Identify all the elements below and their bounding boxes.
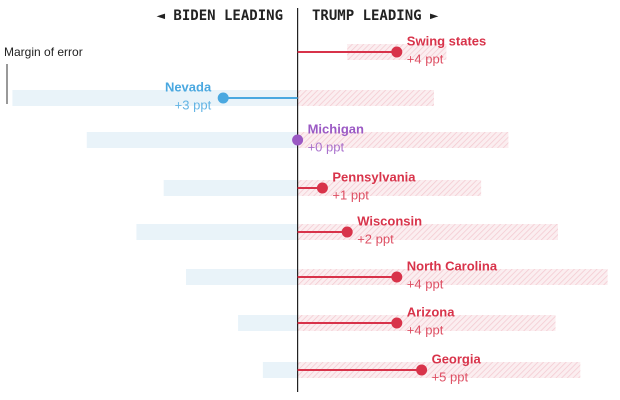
dot — [391, 317, 403, 329]
dot — [391, 46, 403, 58]
error-band-left — [262, 362, 298, 378]
value-label: +5 ppt — [432, 369, 469, 384]
category-label: Michigan — [308, 121, 364, 136]
category-label: Pennsylvania — [332, 169, 416, 184]
dot — [217, 92, 229, 104]
value-label: +3 ppt — [175, 97, 212, 112]
value-label: +4 ppt — [407, 322, 444, 337]
value-label: +0 ppt — [308, 139, 345, 154]
category-label: Nevada — [165, 79, 212, 94]
dot — [292, 134, 304, 146]
right-header: TRUMP LEADING ► — [312, 8, 439, 24]
category-label: Georgia — [432, 351, 482, 366]
error-band-right — [297, 362, 581, 378]
error-band-left — [186, 269, 298, 285]
error-band-right — [297, 224, 558, 240]
value-label: +4 ppt — [407, 51, 444, 66]
category-label: North Carolina — [407, 258, 498, 273]
left-header: ◄ BIDEN LEADING — [157, 8, 283, 24]
dot — [391, 271, 403, 283]
value-label: +1 ppt — [332, 187, 369, 202]
error-band-left — [86, 132, 298, 148]
dot — [341, 226, 353, 238]
dot — [416, 364, 428, 376]
category-label: Swing states — [407, 33, 486, 48]
error-band-right — [297, 269, 608, 285]
category-label: Wisconsin — [357, 213, 422, 228]
error-band-right — [297, 132, 509, 148]
error-band-right — [297, 180, 482, 196]
category-label: Arizona — [407, 304, 455, 319]
value-label: +4 ppt — [407, 276, 444, 291]
value-label: +2 ppt — [357, 231, 394, 246]
error-band-left — [163, 180, 298, 196]
dot — [316, 182, 328, 194]
annotation: Margin of error — [4, 45, 83, 59]
error-band-right — [297, 90, 434, 106]
error-band-left — [136, 224, 298, 240]
error-band-left — [238, 315, 298, 331]
error-band-right — [297, 315, 556, 331]
